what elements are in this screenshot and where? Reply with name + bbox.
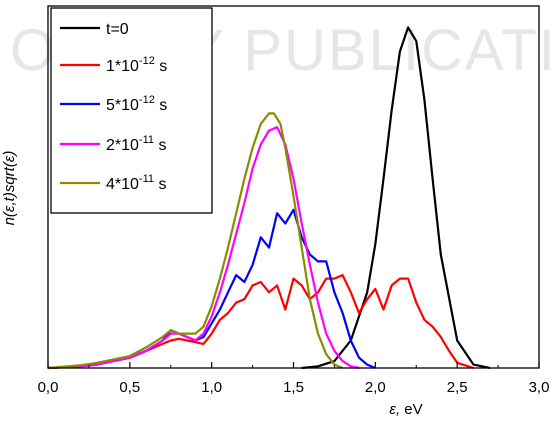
series-line-3 bbox=[47, 208, 376, 370]
legend-label-2: 1*10-12 s bbox=[106, 55, 167, 75]
legend-box bbox=[50, 7, 213, 214]
legend: t=0 1*10-12 s 5*10-12 s 2*10-11 s 4*10-11 s bbox=[50, 7, 213, 214]
series-line-5 bbox=[47, 112, 344, 370]
x-axis-symbol: ε, bbox=[389, 401, 400, 418]
series-line-1 bbox=[301, 26, 491, 370]
y-axis-title: n(ε,t)sqrt(ε) bbox=[1, 151, 18, 226]
x-tick-label: 2,5 bbox=[447, 379, 468, 396]
series-line-2 bbox=[47, 274, 474, 370]
x-tick-label: 1,0 bbox=[201, 379, 222, 396]
legend-label-3: 5*10-12 s bbox=[106, 94, 167, 114]
x-tick-label: 3,0 bbox=[529, 379, 550, 396]
legend-label-5: 4*10-11 s bbox=[106, 173, 166, 193]
legend-label-1: t=0 bbox=[106, 21, 129, 38]
x-axis-unit: eV bbox=[400, 401, 423, 418]
x-tick-label: 0,5 bbox=[119, 379, 140, 396]
x-tick-label: 1,5 bbox=[283, 379, 304, 396]
x-tick-label: 0,0 bbox=[38, 379, 59, 396]
series-layer bbox=[47, 26, 491, 370]
x-axis-ticks: 0,0 0,5 1,0 1,5 2,0 2,5 3,0 bbox=[38, 362, 550, 396]
x-axis-title: ε, eV bbox=[389, 401, 422, 418]
series-line-4 bbox=[47, 126, 360, 370]
legend-label-4: 2*10-11 s bbox=[106, 134, 166, 154]
x-tick-label: 2,0 bbox=[365, 379, 386, 396]
